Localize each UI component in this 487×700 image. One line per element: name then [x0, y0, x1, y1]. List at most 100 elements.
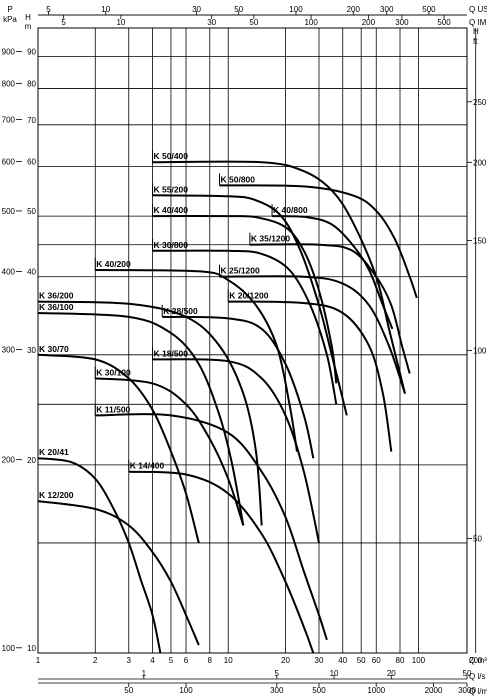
curve-label: K 11/500 [96, 404, 130, 414]
x-axis-lmin-tick-label: 2000 [425, 686, 443, 695]
curve-label: K 40/800 [273, 205, 308, 215]
x-axis-impgpm-tick-label: 30 [207, 18, 216, 27]
x-tick-label-m3h: 1 [36, 656, 41, 665]
y-axis-title-h: H [25, 13, 31, 22]
y-tick-label-kpa: 100 [2, 644, 16, 653]
curve-label: K 30/70 [39, 344, 69, 354]
x-axis-lmin-tick-label: 100 [179, 686, 193, 695]
x-axis-ls-tick-label: 50 [463, 669, 472, 678]
pump-curve [152, 249, 338, 405]
curve-label: K 40/200 [96, 259, 131, 269]
x-tick-label-m3h: 20 [281, 656, 290, 665]
curve-label: K 30/800 [154, 240, 189, 250]
curve-label: K 40/400 [154, 205, 189, 215]
x-axis-impgpm-tick-label: 10 [116, 18, 125, 27]
curve-label: K 14/400 [130, 461, 165, 471]
x-axis-impgpm-tick-label: 200 [362, 18, 376, 27]
x-tick-label-m3h: 2 [93, 656, 98, 665]
pump-curve [37, 500, 200, 646]
y-tick-label-kpa: 400 [2, 268, 16, 277]
pump-curve [37, 312, 245, 526]
pump-curve [128, 470, 315, 654]
y-tick-label-kpa: 900 [2, 47, 16, 56]
y-axis-title-h-right: H [473, 27, 479, 36]
y-axis-title-p: P [7, 5, 12, 14]
x-tick-label-m3h: 200 [469, 656, 483, 665]
x-axis-lmin-tick-label: 50 [124, 686, 133, 695]
x-axis-impgpm-tick-label: 50 [249, 18, 258, 27]
x-axis-ls-tick-label: 1 [142, 669, 147, 678]
x-axis-usgpm-tick-label: 10 [101, 5, 110, 14]
x-tick-label-m3h: 30 [315, 656, 324, 665]
x-axis-usgpm-tick-label: 300 [380, 5, 394, 14]
y-tick-label-m: 30 [27, 346, 36, 355]
y-tick-label-ft: 150 [473, 236, 487, 245]
curve-label: K 55/200 [154, 184, 189, 194]
curve-label: K 36/200 [39, 291, 74, 301]
y-tick-label-ft: 50 [473, 535, 482, 544]
x-axis-impgpm-tick-label: 300 [395, 18, 409, 27]
curve-label: K 20/41 [39, 447, 69, 457]
pump-curve [37, 457, 162, 654]
pump-curve [95, 413, 328, 641]
curve-label: K 35/1200 [251, 234, 290, 244]
x-tick-label-m3h: 80 [396, 656, 405, 665]
x-axis-usgpm-tick-label: 500 [422, 5, 436, 14]
pump-curve [37, 300, 263, 526]
y-axis-unit-kpa: kPa [3, 15, 17, 24]
curve-label: K 50/400 [154, 151, 189, 161]
x-axis-ls-tick-label: 5 [275, 669, 280, 678]
pump-curve [152, 215, 338, 384]
x-axis-impgpm-tick-label: 100 [304, 18, 318, 27]
x-axis-unit-ls: Q l/s [469, 672, 485, 681]
y-tick-label-m: 90 [27, 48, 36, 57]
axes [16, 11, 472, 687]
x-axis-ls-tick-label: 10 [330, 669, 339, 678]
x-axis-impgpm-tick-label: 5 [61, 18, 66, 27]
x-tick-label-m3h: 100 [412, 656, 426, 665]
pump-curve [228, 300, 393, 452]
curve-label: K 50/800 [221, 174, 256, 184]
curve-label: K 18/500 [154, 348, 189, 358]
x-axis-ls-tick-label: 20 [387, 669, 396, 678]
y-tick-label-kpa: 700 [2, 116, 16, 125]
x-tick-label-m3h: 40 [338, 656, 347, 665]
y-axis-unit-ft: ft [473, 37, 478, 46]
x-tick-label-m3h: 50 [357, 656, 366, 665]
x-axis-usgpm-tick-label: 30 [192, 5, 201, 14]
x-axis-unit-usgpm: Q US gpm [469, 5, 487, 14]
plot-frame [37, 27, 468, 654]
y-tick-label-ft: 100 [473, 346, 487, 355]
pump-curve [152, 358, 320, 544]
y-tick-label-m: 40 [27, 268, 36, 277]
x-axis-lmin-tick-label: 3000 [458, 686, 476, 695]
pump-curve [95, 377, 245, 526]
x-tick-label-m3h: 10 [224, 656, 233, 665]
x-axis-usgpm-tick-label: 50 [234, 5, 243, 14]
curve-label: K 25/1200 [221, 266, 260, 276]
y-tick-label-m: 60 [27, 158, 36, 167]
y-tick-label-m: 80 [27, 80, 36, 89]
x-axis-usgpm-tick-label: 100 [289, 5, 303, 14]
x-axis-lmin-tick-label: 1000 [367, 686, 385, 695]
curve-label: K 28/500 [163, 306, 198, 316]
x-axis-unit-impgpm: Q IMP gpm [469, 18, 487, 27]
y-tick-label-kpa: 800 [2, 79, 16, 88]
pump-curve [162, 315, 315, 459]
pump-curve [249, 243, 411, 374]
y-tick-label-kpa: 600 [2, 157, 16, 166]
x-axis-impgpm-tick-label: 500 [437, 18, 451, 27]
pump-curve [272, 215, 394, 330]
x-tick-label-m3h: 60 [372, 656, 381, 665]
x-axis-lmin-tick-label: 500 [312, 686, 326, 695]
y-tick-label-ft: 200 [473, 158, 487, 167]
x-axis-usgpm-tick-label: 200 [347, 5, 361, 14]
x-axis-lmin-tick-label: 300 [270, 686, 284, 695]
x-tick-label-m3h: 3 [127, 656, 132, 665]
y-tick-label-m: 50 [27, 207, 36, 216]
curve-label: K 20/1200 [229, 291, 268, 301]
x-tick-label-m3h: 4 [150, 656, 155, 665]
x-axis-usgpm-tick-label: 5 [46, 5, 51, 14]
